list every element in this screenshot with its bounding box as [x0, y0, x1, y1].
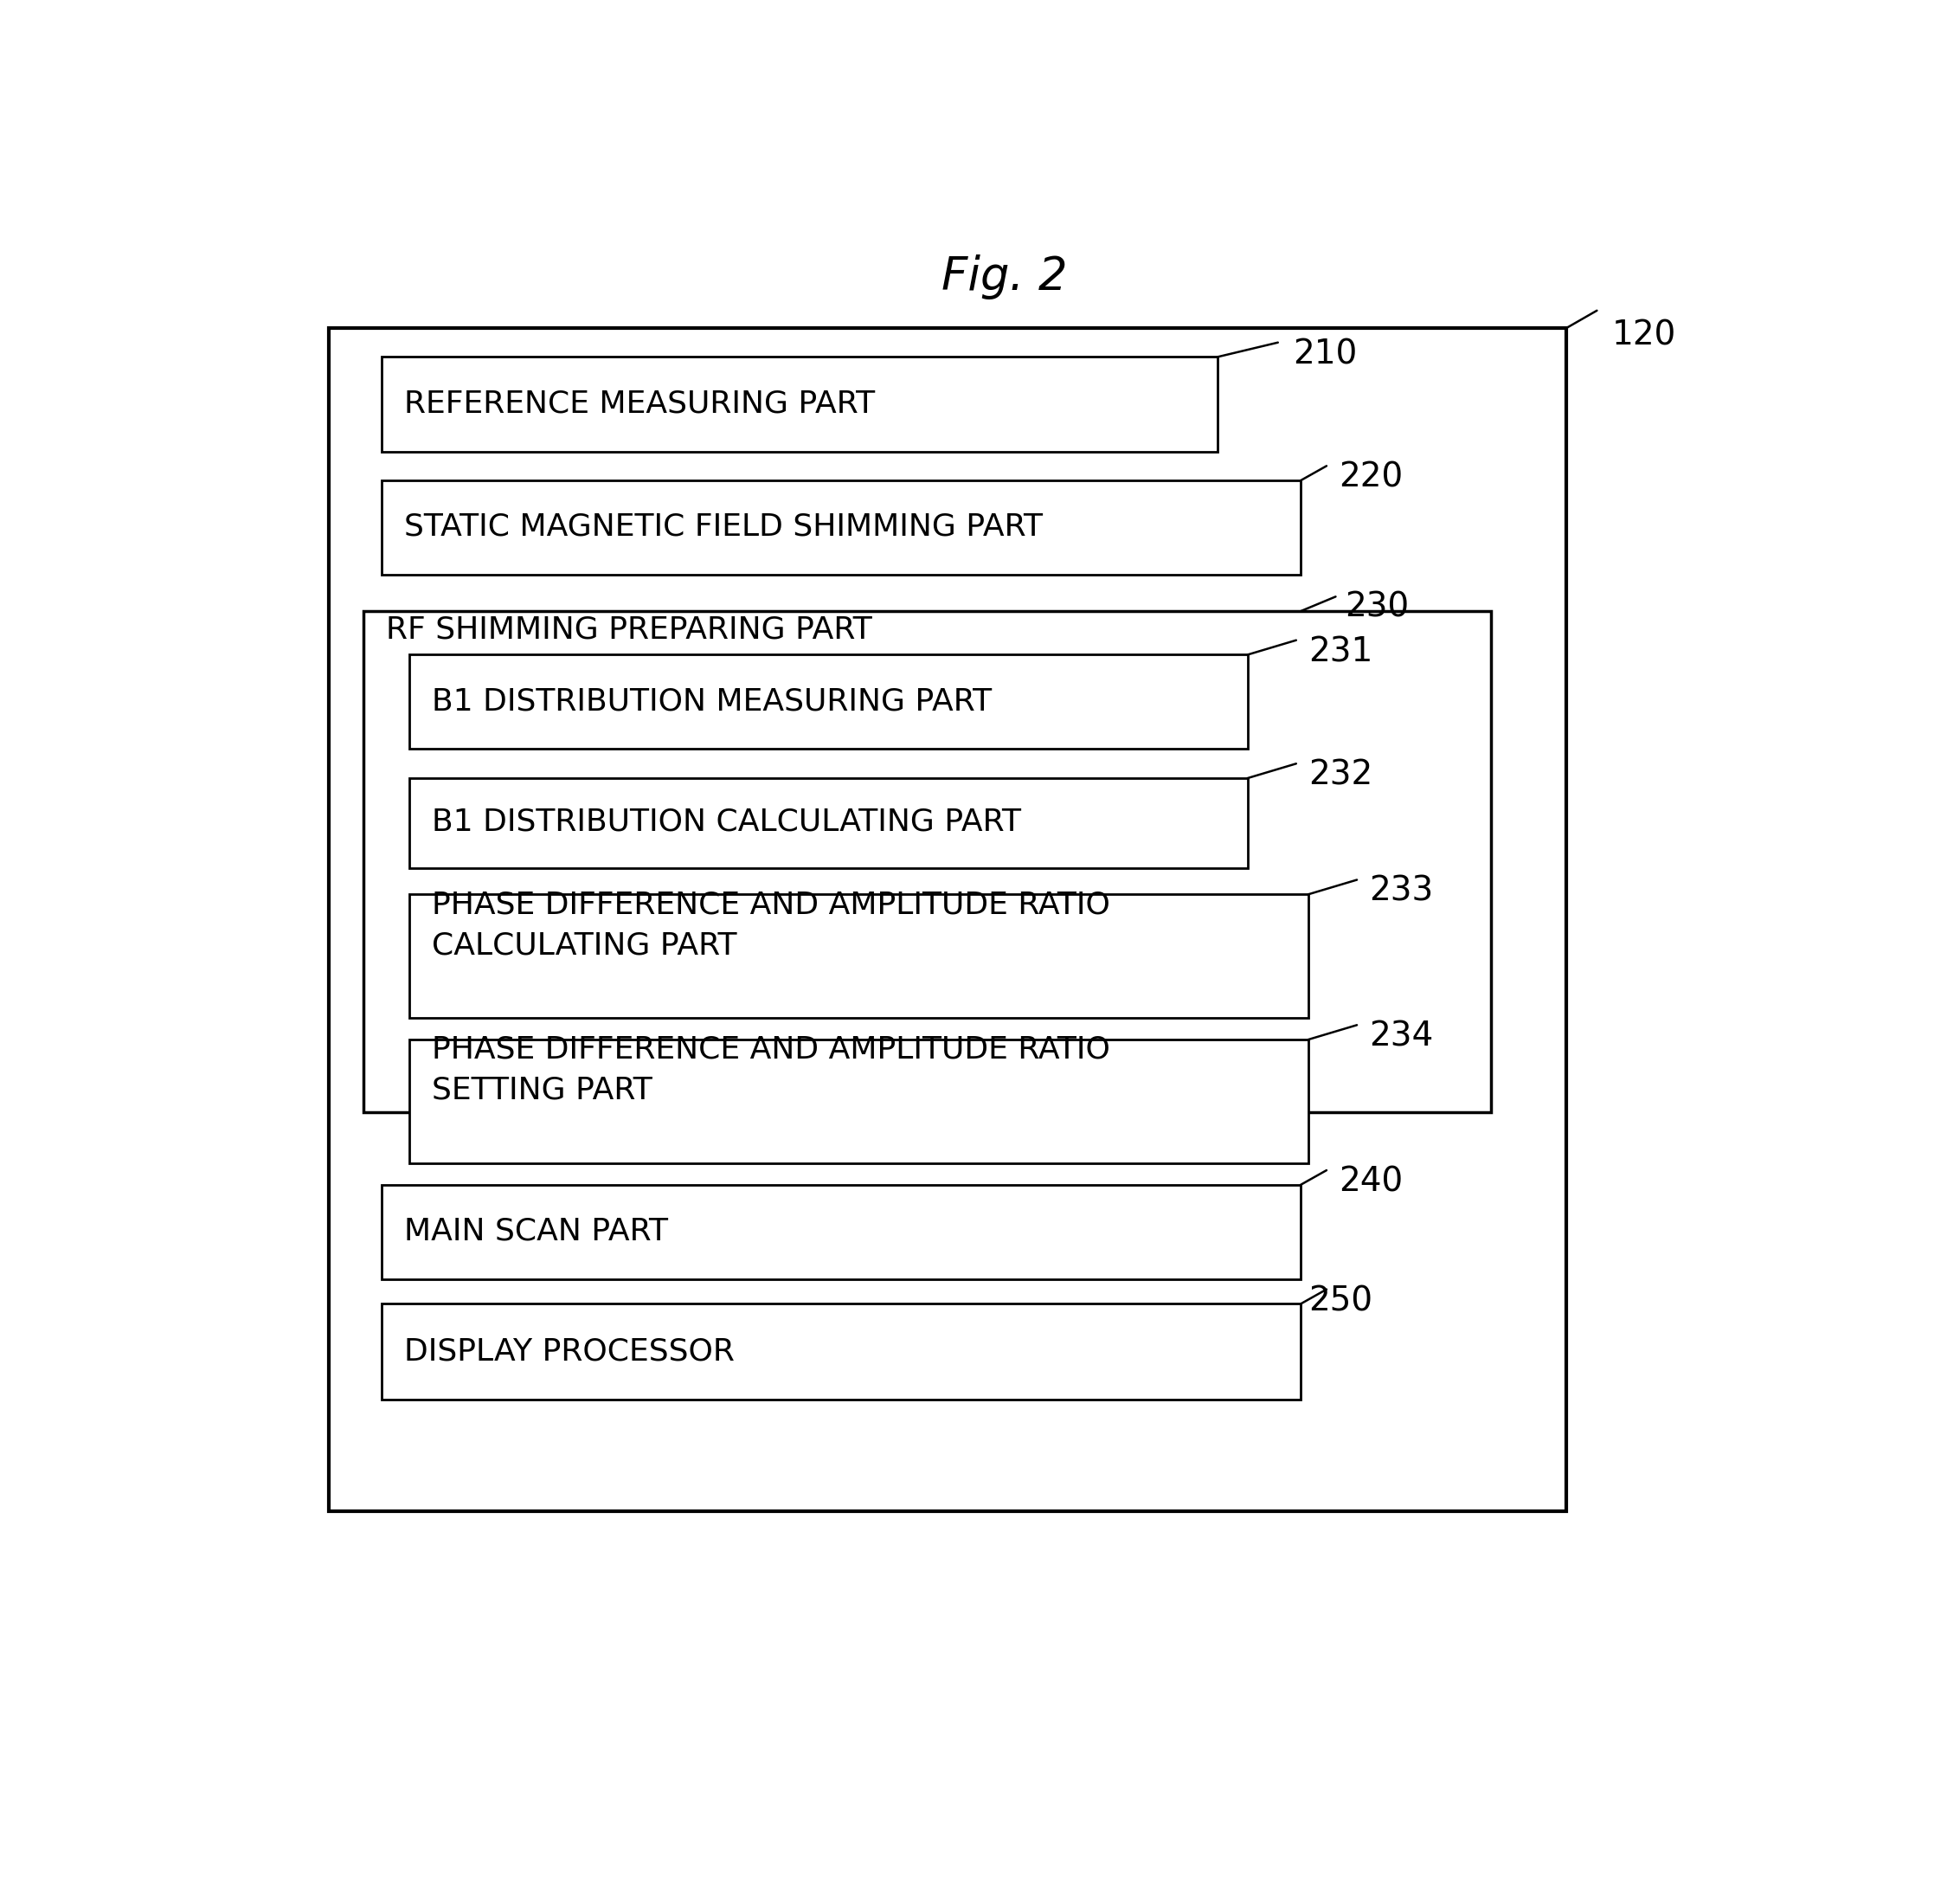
Text: 232: 232 [1307, 758, 1372, 792]
Bar [410, 894, 1309, 1018]
Text: B1 DISTRIBUTION MEASURING PART: B1 DISTRIBUTION MEASURING PART [431, 687, 992, 717]
Bar [410, 1039, 1309, 1164]
Text: STATIC MAGNETIC FIELD SHIMMING PART: STATIC MAGNETIC FIELD SHIMMING PART [404, 513, 1043, 541]
Text: 231: 231 [1307, 636, 1372, 668]
Text: DISPLAY PROCESSOR: DISPLAY PROCESSOR [404, 1337, 735, 1367]
Text: PHASE DIFFERENCE AND AMPLITUDE RATIO: PHASE DIFFERENCE AND AMPLITUDE RATIO [431, 890, 1109, 918]
Text: B1 DISTRIBUTION CALCULATING PART: B1 DISTRIBUTION CALCULATING PART [431, 807, 1021, 837]
Text: RF SHIMMING PREPARING PART: RF SHIMMING PREPARING PART [386, 615, 872, 645]
Bar [382, 1184, 1301, 1279]
Text: 220: 220 [1339, 460, 1403, 494]
Text: MAIN SCAN PART: MAIN SCAN PART [404, 1216, 668, 1247]
Text: 230: 230 [1345, 590, 1409, 622]
Text: 234: 234 [1368, 1020, 1433, 1052]
Text: PHASE DIFFERENCE AND AMPLITUDE RATIO: PHASE DIFFERENCE AND AMPLITUDE RATIO [431, 1035, 1109, 1064]
Text: CALCULATING PART: CALCULATING PART [431, 930, 737, 960]
Bar [363, 611, 1490, 1113]
Bar [382, 1303, 1301, 1399]
Bar [382, 481, 1301, 575]
Text: REFERENCE MEASURING PART: REFERENCE MEASURING PART [404, 389, 876, 419]
Bar [382, 356, 1217, 451]
Bar [410, 779, 1249, 868]
Text: 120: 120 [1611, 319, 1676, 351]
Text: 250: 250 [1307, 1284, 1372, 1318]
Bar [410, 654, 1249, 749]
Bar [329, 328, 1566, 1511]
Text: Fig. 2: Fig. 2 [941, 255, 1068, 300]
Text: 240: 240 [1339, 1166, 1403, 1198]
Text: 210: 210 [1294, 338, 1358, 370]
Text: 233: 233 [1368, 875, 1433, 907]
Text: SETTING PART: SETTING PART [431, 1075, 653, 1105]
